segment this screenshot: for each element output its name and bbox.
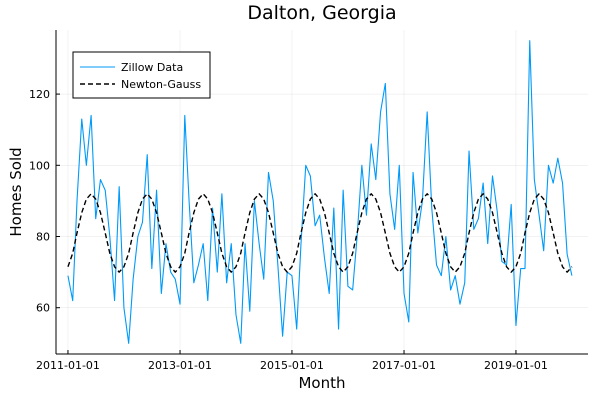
legend-box bbox=[72, 51, 211, 99]
x-ticks: 2011-01-01 2013-01-01 2015-01-01 2017-01-01… bbox=[36, 350, 548, 372]
series-line-newton-gauss bbox=[67, 193, 573, 273]
legend-label-newton-gauss: Newton-Gauss bbox=[121, 78, 201, 91]
axes bbox=[55, 30, 588, 355]
series bbox=[67, 40, 573, 344]
legend-label-zillow-data: Zillow Data bbox=[121, 61, 183, 74]
x-tick-label: 2017-01-01 bbox=[372, 359, 436, 372]
x-axis-title: Month bbox=[298, 374, 345, 392]
y-axis-title: Homes Sold bbox=[7, 147, 25, 236]
y-ticks: 60 80 100 120 bbox=[29, 88, 60, 315]
x-tick-label: 2015-01-01 bbox=[260, 359, 324, 372]
x-tick-label: 2013-01-01 bbox=[148, 359, 212, 372]
y-tick-label: 100 bbox=[29, 159, 50, 172]
y-tick-label: 60 bbox=[36, 302, 50, 315]
chart-title: Dalton, Georgia bbox=[247, 2, 396, 24]
y-tick-label: 120 bbox=[29, 88, 50, 101]
legend: Zillow Data Newton-Gauss bbox=[72, 51, 211, 99]
series-line-zillow-data bbox=[67, 40, 573, 344]
x-tick-label: 2011-01-01 bbox=[36, 359, 100, 372]
y-tick-label: 80 bbox=[36, 231, 50, 244]
x-tick-label: 2019-01-01 bbox=[484, 359, 548, 372]
